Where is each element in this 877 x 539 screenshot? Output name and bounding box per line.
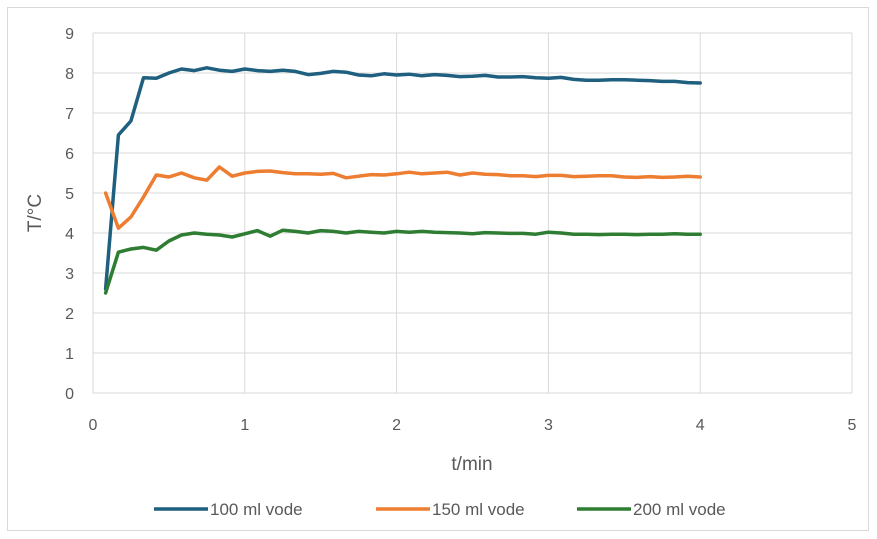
y-tick-label: 6 [65,146,74,163]
x-tick-label: 2 [392,417,401,434]
x-tick-label: 5 [848,417,857,434]
legend: 100 ml vode 150 ml vode 200 ml vode [154,500,726,519]
legend-label-2: 150 ml vode [432,500,525,519]
legend-label-1: 100 ml vode [210,500,303,519]
y-tick-label: 9 [65,26,74,43]
x-axis-ticks: 0 1 2 3 4 5 [89,417,857,434]
y-axis-title: T/°C [25,194,46,232]
x-tick-label: 4 [696,417,705,434]
x-axis-title: t/min [451,454,492,475]
series-line-3 [103,228,702,295]
y-tick-label: 1 [65,346,74,363]
series-line-2 [103,165,702,230]
y-tick-label: 8 [65,66,74,83]
series-line-1 [103,66,702,291]
series-lines [103,66,702,295]
y-tick-label: 2 [65,306,74,323]
y-axis-ticks: 0 1 2 3 4 5 6 7 8 9 [65,26,74,403]
gridlines [92,32,853,394]
legend-label-3: 200 ml vode [633,500,726,519]
y-tick-label: 7 [65,106,74,123]
y-tick-label: 3 [65,266,74,283]
x-tick-label: 1 [240,417,249,434]
chart-frame [7,7,869,531]
y-tick-label: 5 [65,186,74,203]
y-tick-label: 0 [65,386,74,403]
y-tick-label: 4 [65,226,74,243]
x-tick-label: 0 [89,417,98,434]
x-tick-label: 3 [544,417,553,434]
